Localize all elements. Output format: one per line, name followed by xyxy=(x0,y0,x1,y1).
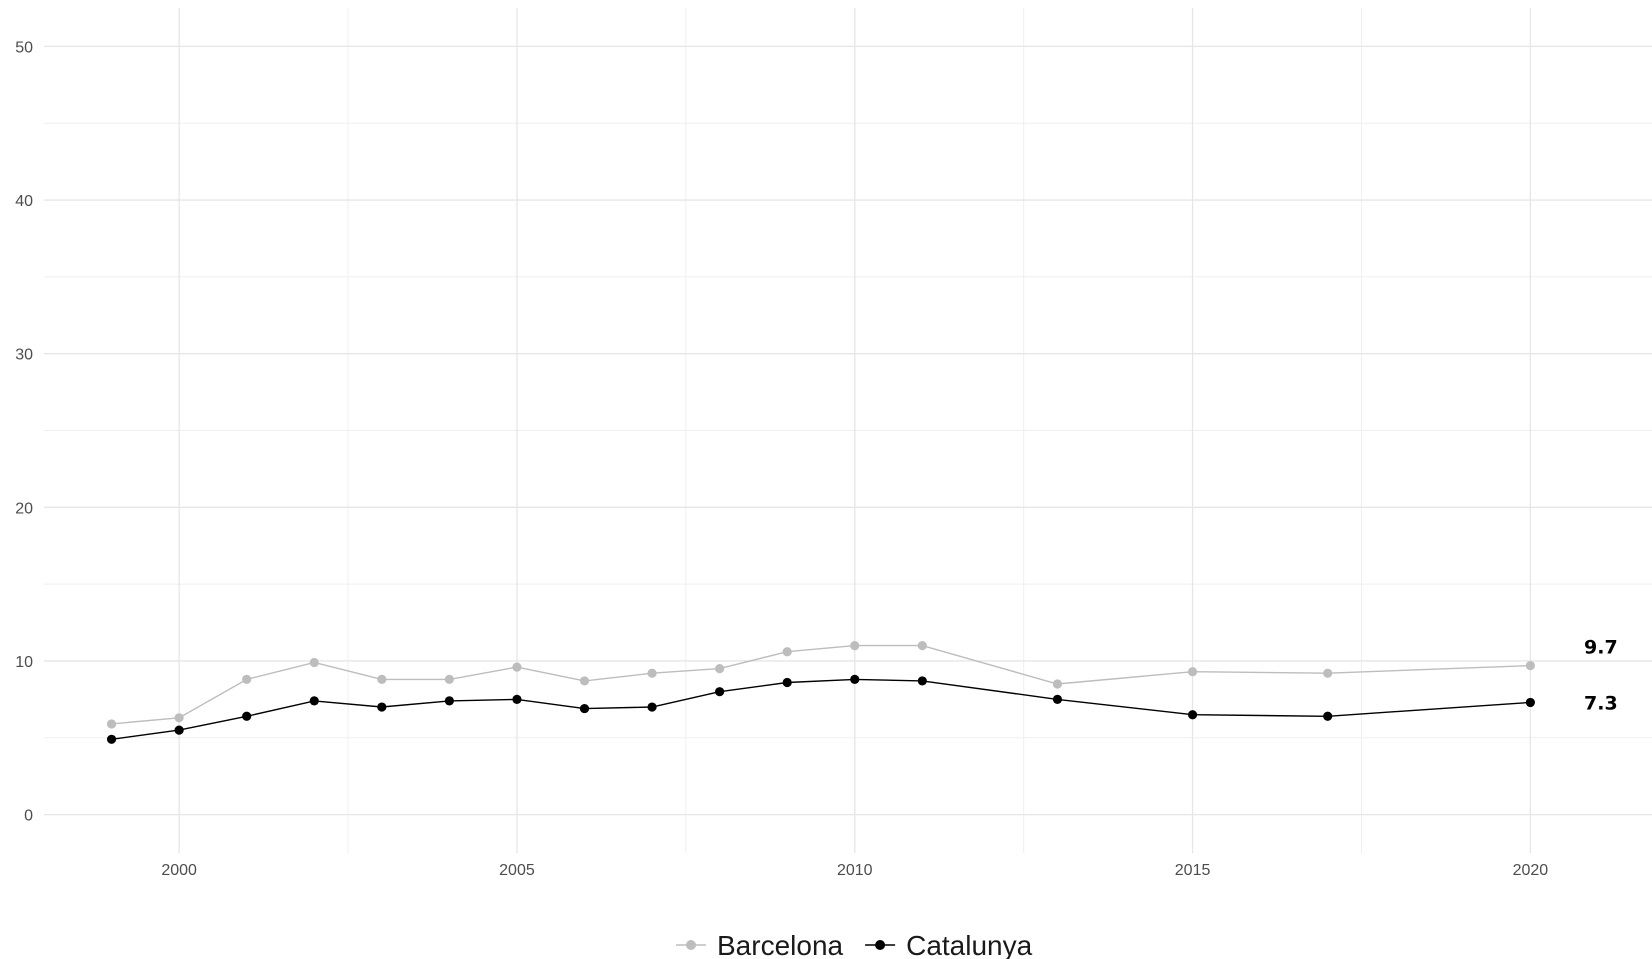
x-tick-label: 2000 xyxy=(161,862,197,879)
data-point-catalunya xyxy=(579,703,590,714)
data-point-catalunya xyxy=(377,702,387,712)
series-layer xyxy=(106,640,1535,744)
y-tick-label: 20 xyxy=(15,500,33,517)
data-point-catalunya xyxy=(1525,697,1535,708)
data-point-catalunya xyxy=(715,687,725,697)
data-point-catalunya xyxy=(512,694,522,704)
series-line-catalunya xyxy=(111,678,1531,740)
y-tick-label: 10 xyxy=(15,654,33,671)
data-point-catalunya xyxy=(647,702,657,712)
data-point-barcelona xyxy=(1187,667,1198,677)
data-point-barcelona xyxy=(850,640,860,651)
legend-item-catalunya: Catalunya xyxy=(865,930,1033,959)
x-tick-label: 2015 xyxy=(1175,862,1211,879)
data-point-barcelona xyxy=(512,662,522,672)
y-tick-label: 30 xyxy=(15,347,33,364)
data-point-barcelona xyxy=(579,676,590,686)
data-point-barcelona xyxy=(174,713,184,723)
data-point-barcelona xyxy=(782,647,792,657)
data-point-barcelona xyxy=(647,668,657,678)
end-labels: 9.7 7.3 xyxy=(1584,637,1618,715)
data-point-catalunya xyxy=(309,696,319,706)
data-point-barcelona xyxy=(106,719,117,729)
legend-item-barcelona: Barcelona xyxy=(676,930,844,959)
end-label-catalunya: 7.3 xyxy=(1584,692,1618,714)
data-point-barcelona xyxy=(715,664,725,674)
data-point-barcelona xyxy=(1323,668,1333,678)
y-tick-label: 0 xyxy=(24,808,33,825)
data-point-catalunya xyxy=(917,676,927,686)
legend: Barcelona Catalunya xyxy=(676,930,1033,959)
data-point-catalunya xyxy=(1323,711,1333,721)
data-point-catalunya xyxy=(1052,694,1063,704)
data-point-barcelona xyxy=(309,657,319,668)
x-tick-label: 2010 xyxy=(837,862,873,879)
y-axis-ticks: 0 10 20 30 40 50 xyxy=(15,39,33,824)
y-tick-label: 50 xyxy=(15,39,33,56)
series-barcelona xyxy=(106,640,1535,729)
data-point-barcelona xyxy=(444,674,454,684)
data-point-catalunya xyxy=(174,725,184,735)
legend-label-barcelona: Barcelona xyxy=(717,930,844,959)
data-point-barcelona xyxy=(377,674,387,684)
x-tick-label: 2005 xyxy=(499,862,535,879)
legend-key-point xyxy=(875,940,886,950)
legend-key-point xyxy=(686,940,696,950)
data-point-catalunya xyxy=(782,677,792,688)
data-point-catalunya xyxy=(242,711,252,721)
x-tick-label: 2020 xyxy=(1513,862,1549,879)
x-axis-ticks: 2000 2005 2010 2015 2020 xyxy=(161,862,1548,879)
data-point-barcelona xyxy=(1525,660,1535,671)
data-point-catalunya xyxy=(1187,710,1198,720)
legend-label-catalunya: Catalunya xyxy=(906,930,1033,959)
grid xyxy=(44,8,1652,853)
data-point-barcelona xyxy=(917,640,927,651)
y-tick-label: 40 xyxy=(15,193,33,210)
data-point-catalunya xyxy=(850,674,860,684)
data-point-catalunya xyxy=(444,696,454,706)
series-catalunya xyxy=(106,674,1535,744)
series-line-barcelona xyxy=(111,644,1531,725)
data-point-catalunya xyxy=(106,734,117,744)
end-label-barcelona: 9.7 xyxy=(1584,637,1618,659)
data-point-barcelona xyxy=(1052,679,1063,689)
data-point-barcelona xyxy=(242,674,252,684)
